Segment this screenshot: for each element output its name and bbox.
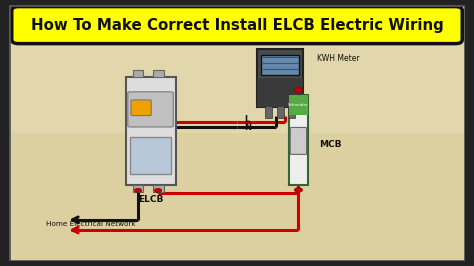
Text: Home Electrical Network: Home Electrical Network (46, 221, 136, 227)
Circle shape (155, 188, 162, 193)
Bar (153, 185, 164, 192)
Bar (153, 70, 164, 77)
Bar (289, 95, 308, 115)
Bar (257, 78, 303, 107)
FancyBboxPatch shape (128, 92, 173, 127)
Bar (288, 106, 295, 118)
Text: L: L (244, 115, 249, 124)
FancyBboxPatch shape (257, 49, 303, 107)
Text: Schneider: Schneider (288, 103, 309, 107)
Circle shape (294, 88, 302, 92)
Bar (261, 55, 300, 75)
Text: How To Make Correct Install ELCB Electric Wiring: How To Make Correct Install ELCB Electri… (31, 18, 443, 33)
Bar (265, 106, 273, 118)
FancyBboxPatch shape (290, 127, 307, 154)
Text: ELCB: ELCB (138, 195, 163, 204)
FancyBboxPatch shape (131, 100, 151, 115)
Bar (277, 106, 284, 118)
FancyBboxPatch shape (12, 7, 462, 44)
Bar (133, 70, 144, 77)
Text: N: N (244, 123, 251, 132)
Text: MCB: MCB (319, 140, 341, 149)
Circle shape (135, 188, 142, 193)
FancyBboxPatch shape (289, 95, 308, 185)
Bar (9, 5, 465, 133)
Bar (133, 185, 144, 192)
Circle shape (294, 188, 302, 192)
FancyBboxPatch shape (130, 136, 171, 174)
FancyBboxPatch shape (126, 77, 175, 185)
Text: KWH Meter: KWH Meter (317, 55, 359, 64)
